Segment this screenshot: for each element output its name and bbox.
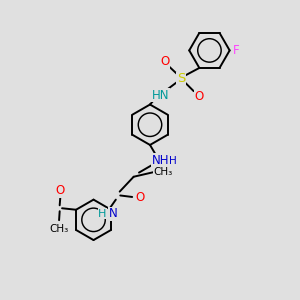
Text: O: O xyxy=(56,184,65,197)
Text: O: O xyxy=(194,90,204,103)
Text: O: O xyxy=(160,55,170,68)
Text: NH: NH xyxy=(152,154,169,167)
Text: CH₃: CH₃ xyxy=(50,224,69,234)
Text: O: O xyxy=(136,191,145,204)
Text: H: H xyxy=(169,156,177,166)
Text: HN: HN xyxy=(152,88,169,101)
Text: N: N xyxy=(109,207,118,220)
Text: CH₃: CH₃ xyxy=(154,167,173,177)
Text: S: S xyxy=(177,72,185,85)
Text: H: H xyxy=(98,209,106,219)
Text: F: F xyxy=(233,44,239,57)
